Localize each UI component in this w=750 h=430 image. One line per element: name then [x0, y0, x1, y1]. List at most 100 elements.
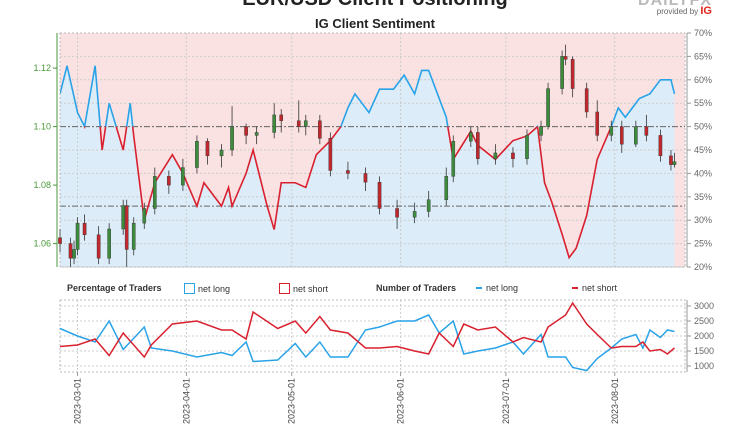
left-axis-label: 1.10	[33, 122, 51, 132]
net-long-swatch	[184, 283, 195, 294]
legend-pct-short: net short	[279, 283, 328, 294]
right-axis-label: 20%	[694, 262, 712, 272]
right-axis-label: 35%	[694, 192, 712, 202]
candle-down	[124, 205, 129, 250]
candle-down	[570, 59, 575, 89]
net-long-line-swatch	[476, 287, 482, 289]
candle-down	[669, 155, 673, 165]
candle-down	[476, 132, 480, 159]
chart-subtitle: IG Client Sentiment	[315, 16, 435, 31]
candle-up	[230, 126, 234, 151]
plot-border	[59, 32, 686, 268]
candle-up	[219, 149, 224, 157]
candle-down	[328, 138, 333, 171]
net-long-area	[60, 65, 675, 267]
candle-down	[363, 173, 368, 183]
candle-up	[672, 161, 677, 165]
x-axis-label: 2023-06-01	[396, 378, 406, 424]
candle-up	[254, 132, 259, 136]
legend-num-long: net long	[476, 283, 518, 293]
candle-up	[153, 176, 157, 209]
candle-down	[205, 141, 210, 157]
lower-axis-label: 2000	[694, 331, 714, 341]
legend-pct-title: Percentage of Traders	[67, 283, 162, 293]
candle-up	[546, 88, 550, 127]
candle-down	[279, 114, 284, 121]
candle-up	[75, 222, 80, 250]
right-axis-label: 55%	[694, 98, 712, 108]
candle-up	[634, 126, 638, 145]
candle-up	[107, 228, 111, 259]
candle-up	[539, 126, 543, 136]
right-axis-label: 25%	[694, 239, 712, 249]
candle-up	[303, 120, 308, 127]
candle-down	[563, 56, 568, 60]
candle-down	[395, 208, 399, 218]
candle-down	[346, 170, 350, 174]
candle-up	[195, 141, 199, 168]
candle-up	[525, 135, 529, 159]
lower-axis-label: 1500	[694, 346, 714, 356]
candle-up	[121, 205, 126, 230]
candle-up	[444, 176, 449, 200]
x-axis-label: 2023-08-01	[610, 378, 620, 424]
candle-down	[619, 126, 624, 145]
candle-down	[58, 237, 62, 244]
candle-up	[493, 152, 498, 159]
chart-title: EUR/USD Client Positioning	[0, 0, 750, 11]
legend-pct-long: net long	[184, 283, 230, 294]
right-axis-label: 40%	[694, 168, 712, 178]
candle-up	[142, 208, 147, 224]
right-axis-label: 65%	[694, 51, 712, 61]
dailyfx-logo: DAILYFX	[638, 0, 712, 9]
candle-up	[412, 211, 417, 218]
ig-logo: IG	[700, 5, 712, 17]
right-axis-label: 45%	[694, 145, 712, 155]
candle-up	[469, 132, 473, 142]
candle-down	[244, 126, 248, 136]
legend-num-title: Number of Traders	[376, 283, 457, 293]
candle-up	[609, 126, 614, 136]
candle-down	[167, 176, 171, 186]
provided-by: provided by IG	[657, 5, 712, 17]
candle-down	[644, 126, 649, 136]
candle-up	[560, 56, 564, 89]
candle-down	[318, 120, 322, 139]
candle-down	[96, 234, 101, 259]
num-long-line	[59, 314, 675, 372]
x-axis-label: 2023-05-01	[287, 378, 297, 424]
left-axis-label: 1.06	[33, 239, 51, 249]
candle-down	[377, 181, 382, 209]
x-axis-label: 2023-04-01	[181, 378, 191, 424]
x-axis-label: 2023-07-01	[501, 378, 511, 424]
candle-up	[181, 167, 185, 186]
provided-by-text: provided by	[656, 7, 699, 16]
net-short-swatch	[279, 283, 290, 294]
candle-down	[296, 120, 301, 127]
lower-axis-label: 1000	[694, 361, 714, 371]
legend-num-short: net short	[572, 283, 617, 293]
candle-up	[451, 141, 456, 177]
left-axis-label: 1.08	[33, 180, 51, 190]
lower-axis-label: 2500	[694, 316, 714, 326]
lower-axis-label: 3000	[694, 301, 714, 311]
candle-down	[658, 135, 663, 157]
candle-down	[68, 243, 73, 259]
x-axis-label: 2023-03-01	[73, 378, 83, 424]
candle-up	[131, 222, 136, 250]
candle-up	[272, 114, 276, 133]
right-axis-label: 70%	[694, 28, 712, 38]
net-short-line-swatch	[572, 287, 578, 289]
candle-down	[82, 222, 87, 236]
right-axis-label: 60%	[694, 75, 712, 85]
num-short-line	[59, 301, 675, 359]
left-axis-label: 1.12	[33, 63, 51, 73]
right-axis-label: 30%	[694, 215, 712, 225]
pct-long-line	[60, 65, 676, 127]
candle-up	[72, 249, 76, 259]
candle-up	[426, 199, 431, 212]
right-axis-label: 50%	[694, 122, 712, 132]
candle-down	[511, 152, 515, 159]
